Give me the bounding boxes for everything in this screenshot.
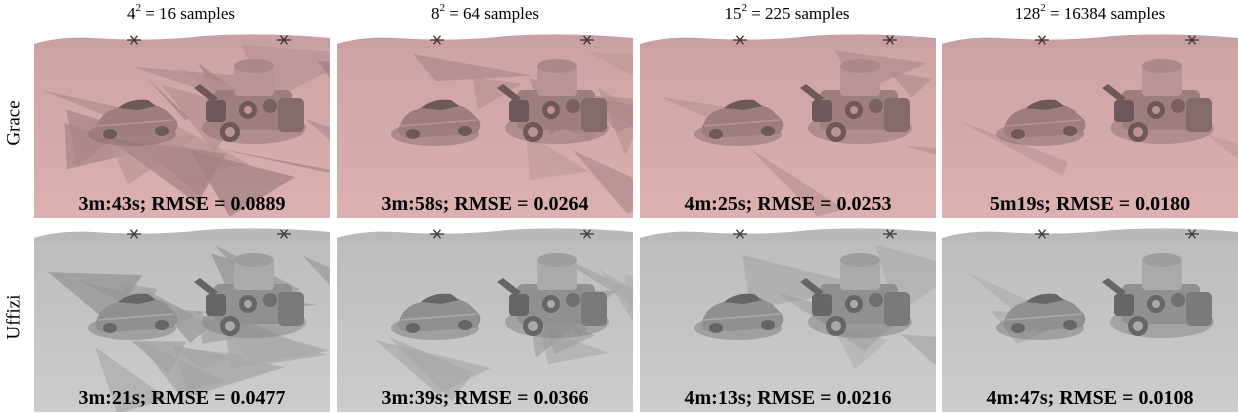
render-scene-image: [640, 222, 936, 412]
column-title-225-samples: 152 = 225 samples: [638, 2, 936, 26]
column-title-exponent: 2: [439, 2, 445, 14]
column-title-16384-samples: 1282 = 16384 samples: [941, 2, 1238, 26]
column-title-exponent: 2: [741, 2, 747, 14]
render-caption: 5m19s; RMSE = 0.0180: [989, 193, 1191, 215]
render-caption: 3m:21s; RMSE = 0.0477: [78, 387, 286, 409]
render-caption: 3m:58s; RMSE = 0.0264: [381, 193, 589, 215]
row-label-text: Grace: [4, 100, 26, 146]
column-title-16-samples: 42 = 16 samples: [32, 2, 330, 26]
render-scene-image: [34, 222, 330, 412]
render-panel: 4m:47s; RMSE = 0.0108: [942, 222, 1238, 412]
render-panel: 3m:21s; RMSE = 0.0477: [34, 222, 330, 412]
render-panel: 5m19s; RMSE = 0.0180: [942, 28, 1238, 218]
column-title-64-samples: 82 = 64 samples: [336, 2, 634, 26]
render-scene-image: [942, 222, 1238, 412]
row-label-text: Uffizi: [4, 294, 25, 340]
render-panel: 4m:25s; RMSE = 0.0253: [640, 28, 936, 218]
column-title-base: 15: [724, 4, 742, 23]
column-title-rest: = 64 samples: [444, 4, 540, 23]
column-title-rest: = 225 samples: [746, 4, 850, 23]
render-panel: 3m:43s; RMSE = 0.0889: [34, 28, 330, 218]
column-title-base: 128: [1014, 4, 1041, 23]
render-caption: 3m:39s; RMSE = 0.0366: [381, 387, 589, 409]
render-scene-image: [640, 28, 936, 218]
render-caption: 4m:13s; RMSE = 0.0216: [684, 387, 892, 409]
column-title-rest: = 16384 samples: [1045, 4, 1166, 23]
render-scene-image: [337, 222, 633, 412]
render-panel: 3m:58s; RMSE = 0.0264: [337, 28, 633, 218]
render-scene-image: [942, 28, 1238, 218]
column-title-exponent: 2: [135, 2, 141, 14]
render-scene-image: [34, 28, 330, 218]
render-caption: 3m:43s; RMSE = 0.0889: [78, 193, 286, 215]
render-panel: 4m:13s; RMSE = 0.0216: [640, 222, 936, 412]
render-caption: 4m:47s; RMSE = 0.0108: [986, 387, 1194, 409]
render-scene-image: [337, 28, 633, 218]
render-caption: 4m:25s; RMSE = 0.0253: [684, 193, 892, 215]
column-title-exponent: 2: [1040, 2, 1046, 14]
column-title-base: 4: [126, 4, 136, 23]
row-label-uffizi: Uffizi: [0, 222, 30, 412]
column-title-rest: = 16 samples: [140, 4, 236, 23]
row-label-grace: Grace: [0, 28, 30, 218]
render-panel: 3m:39s; RMSE = 0.0366: [337, 222, 633, 412]
column-title-base: 8: [430, 4, 440, 23]
